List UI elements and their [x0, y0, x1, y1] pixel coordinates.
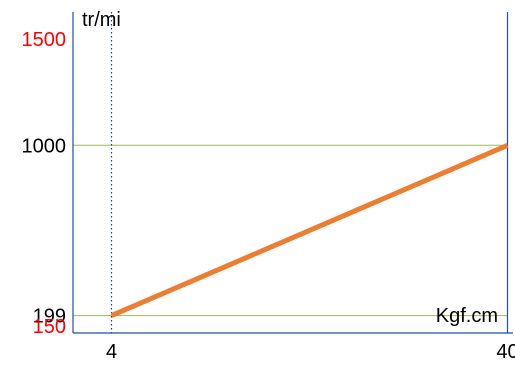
series-layer	[112, 145, 508, 315]
series-line	[112, 145, 508, 315]
y-tick-label: 1000	[22, 135, 67, 157]
y-axis-label: tr/mi	[82, 9, 121, 31]
x-tick-label: 4	[106, 341, 117, 363]
y-tick-label: 1500	[22, 29, 67, 51]
x-tick-label: 40	[496, 341, 515, 363]
x-axis-label: Kgf.cm	[436, 305, 498, 327]
y-tick-label: 150	[33, 316, 66, 338]
